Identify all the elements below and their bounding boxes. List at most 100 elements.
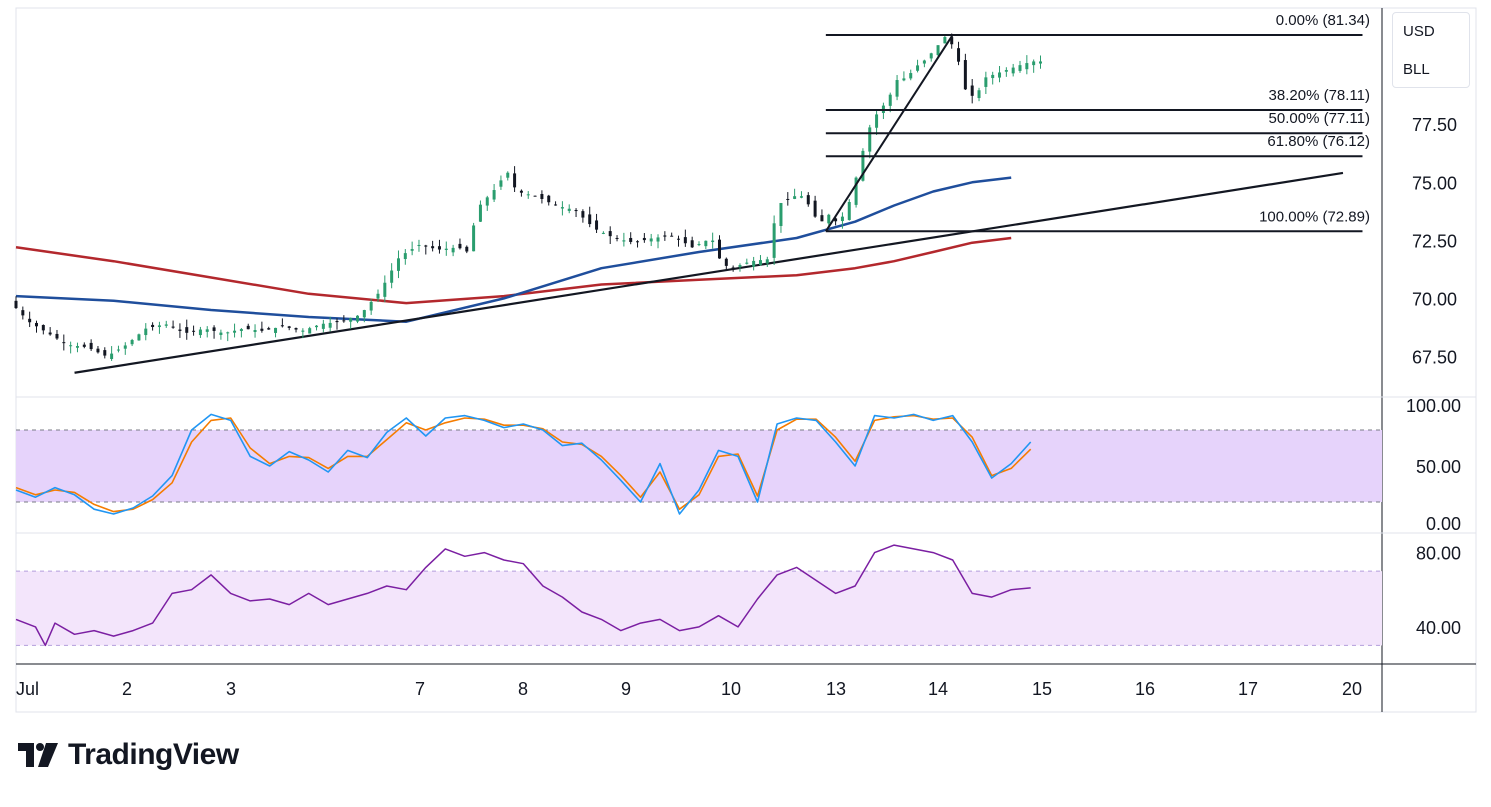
candle-body [492,190,496,200]
candle-body [868,127,872,152]
time-tick-label: 7 [415,679,425,699]
candle-body [1025,63,1029,70]
price-tick-label: 70.00 [1412,289,1457,309]
candle-body [608,231,612,237]
candle-body [738,265,742,267]
candle-body [697,244,701,246]
candle-body [629,237,633,242]
candle-body [827,214,831,224]
candle-body [82,344,86,347]
candle-body [185,327,189,333]
chart-frame [15,7,1477,713]
candle-body [793,196,797,199]
candle-body [991,74,995,79]
legend-box: USD BLL [1392,12,1470,88]
candle-body [472,225,476,252]
candle-body [362,310,366,318]
candle-body [929,53,933,59]
candle-body [396,258,400,271]
candle-body [14,300,18,309]
candle-body [55,333,59,339]
time-tick-label: 3 [226,679,236,699]
candle-body [554,204,558,206]
time-tick-label: 8 [518,679,528,699]
candle-body [431,246,435,249]
candle-body [198,329,202,336]
stoch-tick-label: 100.00 [1406,396,1461,416]
candle-body [916,65,920,71]
rsi-tick-label: 40.00 [1416,618,1461,638]
time-tick-label: 15 [1032,679,1052,699]
price-tick-label: 77.50 [1412,115,1457,135]
candle-body [957,48,961,62]
fib-level-label: 0.00% (81.34) [1276,12,1370,29]
candle-body [308,328,312,334]
candle-body [21,310,25,316]
candle-body [779,202,783,227]
candle-body [171,326,175,328]
candle-body [253,330,257,333]
candle-body [943,37,947,44]
price-tick-label: 67.50 [1412,348,1457,368]
candle-body [581,211,585,218]
candle-body [301,330,305,332]
price-tick-label: 72.50 [1412,231,1457,251]
candle-body [601,232,605,234]
stoch-tick-label: 50.00 [1416,457,1461,477]
time-tick-label: 14 [928,679,948,699]
candle-body [403,253,407,260]
candle-body [813,200,817,217]
candle-body [902,78,906,81]
candle-body [376,293,380,299]
candle-body [226,332,230,334]
candle-body [670,235,674,237]
candle-body [875,114,879,128]
candle-body [144,328,148,336]
stoch-tick-label: 0.00 [1426,514,1461,534]
candle-body [1018,65,1022,71]
candle-body [424,245,428,247]
price-tick-label: 75.00 [1412,173,1457,193]
fib-level-label: 50.00% (77.11) [1269,110,1370,127]
candle-body [342,320,346,322]
candle-body [390,270,394,283]
candle-body [745,262,749,264]
candle-body [595,220,599,230]
candle-body [922,60,926,64]
currency-label: USD [1403,23,1435,40]
candle-body [547,195,551,203]
candle-body [233,330,237,333]
symbol-label: BLL [1403,61,1430,78]
candle-body [123,345,127,349]
candle-body [246,325,250,330]
candle-body [513,173,517,188]
candle-body [239,329,243,331]
candle-body [847,202,851,220]
candle-body [711,240,715,243]
candle-body [260,328,264,331]
candle-body [677,238,681,240]
candle-body [690,240,694,248]
time-tick-label: 2 [122,679,132,699]
candle-body [861,150,865,181]
candle-body [533,195,537,197]
candle-body [178,329,182,331]
candle-body [656,237,660,242]
candle-body [984,77,988,87]
candle-body [506,172,510,178]
time-tick-label: 9 [621,679,631,699]
rsi-band [16,571,1382,646]
candle-body [717,239,721,259]
candle-body [663,235,667,237]
candle-body [820,215,824,222]
candle-body [963,60,967,90]
candle-body [212,327,216,331]
candle-body [157,325,161,328]
candle-body [834,218,838,222]
time-tick-label: 17 [1238,679,1258,699]
candle-body [28,318,32,323]
candle-body [649,238,653,242]
candle-body [465,246,469,252]
